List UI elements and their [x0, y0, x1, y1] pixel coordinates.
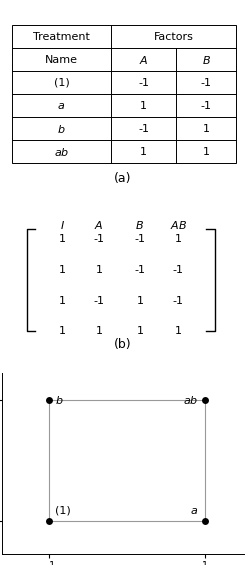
Text: -1: -1: [201, 77, 212, 88]
Text: 1: 1: [140, 101, 147, 111]
Text: -1: -1: [173, 295, 184, 306]
Text: $ab$: $ab$: [183, 394, 199, 406]
Text: Treatment: Treatment: [33, 32, 90, 42]
Text: 1: 1: [203, 147, 210, 157]
Text: -1: -1: [138, 77, 149, 88]
Text: (b): (b): [114, 337, 132, 350]
Text: 1: 1: [136, 295, 143, 306]
Text: (1): (1): [55, 506, 71, 516]
Text: -1: -1: [134, 265, 145, 275]
Text: -1: -1: [138, 124, 149, 134]
Text: -1: -1: [201, 101, 212, 111]
Text: 1: 1: [136, 327, 143, 337]
Text: 1: 1: [95, 327, 102, 337]
Text: $a$: $a$: [58, 101, 66, 111]
Text: 1: 1: [140, 147, 147, 157]
Text: $B$: $B$: [135, 219, 144, 231]
Text: $b$: $b$: [57, 123, 66, 134]
Text: Name: Name: [45, 55, 78, 64]
Text: $B$: $B$: [202, 54, 211, 66]
Text: $A$: $A$: [94, 219, 104, 231]
Text: Factors: Factors: [154, 32, 194, 42]
Text: $A$: $A$: [139, 54, 148, 66]
Text: 1: 1: [203, 124, 210, 134]
Text: -1: -1: [93, 234, 104, 244]
Text: (1): (1): [54, 77, 69, 88]
Text: 1: 1: [95, 265, 102, 275]
Text: 1: 1: [175, 327, 182, 337]
Text: -1: -1: [93, 295, 104, 306]
Text: $ab$: $ab$: [54, 146, 69, 158]
Text: -1: -1: [173, 265, 184, 275]
Text: $b$: $b$: [55, 394, 64, 406]
Text: 1: 1: [175, 234, 182, 244]
Text: 1: 1: [59, 265, 66, 275]
Text: $a$: $a$: [190, 506, 199, 516]
Text: -1: -1: [134, 234, 145, 244]
Text: 1: 1: [59, 234, 66, 244]
Text: 1: 1: [59, 327, 66, 337]
Text: (a): (a): [114, 172, 132, 185]
Text: 1: 1: [59, 295, 66, 306]
Text: $AB$: $AB$: [170, 219, 187, 231]
Text: $I$: $I$: [60, 219, 65, 231]
